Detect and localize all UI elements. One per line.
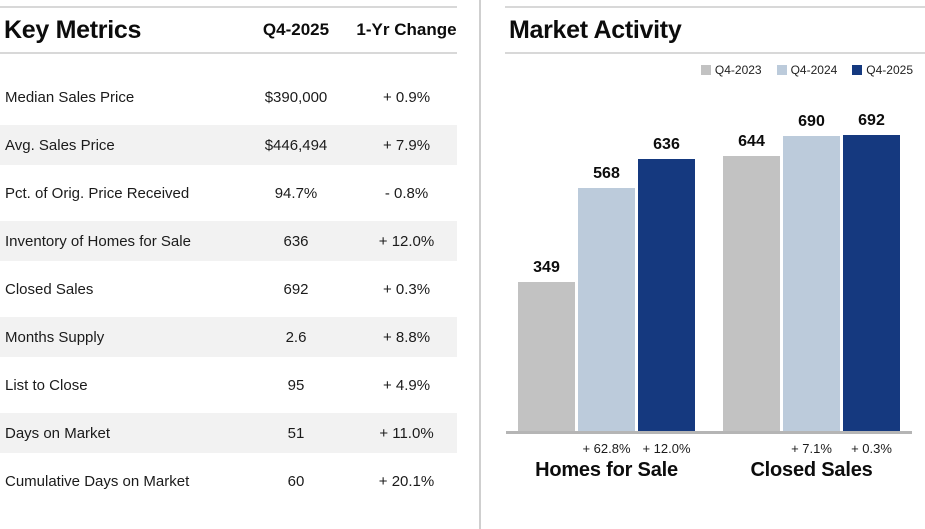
- metric-change: + 0.3%: [382, 280, 431, 298]
- metric-value: 636: [283, 232, 309, 250]
- metric-value: 51: [287, 424, 305, 442]
- metric-label: Inventory of Homes for Sale: [5, 232, 191, 250]
- chart-x-axis: [506, 431, 912, 434]
- table-row: Avg. Sales Price $446,494 + 7.9%: [0, 121, 457, 169]
- metric-label: List to Close: [5, 376, 88, 394]
- metric-value: 60: [287, 472, 305, 490]
- metric-value: $446,494: [264, 136, 328, 154]
- metric-value: 94.7%: [274, 184, 318, 202]
- metric-value: 692: [283, 280, 309, 298]
- metric-label: Avg. Sales Price: [5, 136, 115, 154]
- bar-value-label: 568: [593, 165, 620, 182]
- legend-label: Q4-2023: [714, 63, 762, 77]
- metric-change: + 8.8%: [382, 328, 431, 346]
- legend-item-q4-2023: Q4-2023: [700, 63, 762, 77]
- category-label-homes-for-sale: Homes for Sale: [535, 459, 678, 481]
- table-row: Closed Sales 692 + 0.3%: [0, 265, 457, 313]
- market-activity-panel: Market Activity Q4-2023 Q4-2024 Q4-2025 34…: [501, 0, 925, 529]
- market-activity-header: Market Activity: [505, 6, 925, 54]
- bar-value-label: 644: [738, 133, 765, 150]
- legend-label: Q4-2025: [866, 63, 913, 77]
- change-pct-label: + 0.3%: [851, 441, 892, 456]
- change-pct-label: + 12.0%: [642, 441, 691, 456]
- metric-label: Closed Sales: [5, 280, 94, 298]
- metric-value: 95: [287, 376, 305, 394]
- market-activity-title: Market Activity: [509, 15, 682, 44]
- legend-swatch-icon: [700, 65, 711, 75]
- metric-label: Days on Market: [5, 424, 111, 442]
- legend-item-q4-2024: Q4-2024: [776, 63, 838, 77]
- metric-change: + 7.9%: [382, 136, 431, 154]
- bar-value-label: 349: [533, 259, 560, 276]
- metric-change: - 0.8%: [384, 184, 429, 202]
- legend-swatch-icon: [776, 65, 787, 75]
- table-row: Cumulative Days on Market 60 + 20.1%: [0, 457, 457, 505]
- key-metrics-title: Key Metrics: [4, 15, 142, 44]
- bar-value-label: 692: [858, 112, 885, 129]
- metric-change: + 0.9%: [382, 88, 431, 106]
- key-metrics-table: Median Sales Price $390,000 + 0.9% Avg. …: [0, 73, 457, 505]
- metric-value: $390,000: [264, 88, 328, 106]
- table-row: Median Sales Price $390,000 + 0.9%: [0, 73, 457, 121]
- table-row: Days on Market 51 + 11.0%: [0, 409, 457, 457]
- change-pct-label: + 62.8%: [582, 441, 631, 456]
- bar-homes-for-sale-q4-2025: [638, 159, 695, 431]
- table-row: Months Supply 2.6 + 8.8%: [0, 313, 457, 361]
- legend-label: Q4-2024: [790, 63, 838, 77]
- table-row: Pct. of Orig. Price Received 94.7% - 0.8…: [0, 169, 457, 217]
- column-header-change: 1-Yr Change: [356, 20, 457, 39]
- bar-value-label: 690: [798, 113, 825, 130]
- bar-value-label: 636: [653, 136, 680, 153]
- panel-divider: [479, 0, 481, 529]
- category-label-closed-sales: Closed Sales: [750, 459, 873, 481]
- bar-homes-for-sale-q4-2023: [518, 282, 575, 431]
- bar-closed-sales-q4-2025: [843, 135, 900, 431]
- table-row: List to Close 95 + 4.9%: [0, 361, 457, 409]
- table-row: Inventory of Homes for Sale 636 + 12.0%: [0, 217, 457, 265]
- metric-label: Cumulative Days on Market: [5, 472, 190, 490]
- change-pct-label: + 7.1%: [791, 441, 832, 456]
- metric-label: Months Supply: [5, 328, 105, 346]
- metric-change: + 20.1%: [378, 472, 435, 490]
- legend-swatch-icon: [852, 65, 863, 75]
- metric-label: Pct. of Orig. Price Received: [5, 184, 190, 202]
- bar-chart: 349 568 636 + 62.8% + 12.0% Homes for Sale 644…: [501, 0, 925, 529]
- column-header-quarter: Q4-2025: [262, 20, 330, 39]
- metric-change: + 12.0%: [378, 232, 435, 250]
- metric-change: + 4.9%: [382, 376, 431, 394]
- key-metrics-panel: Key Metrics Q4-2025 1-Yr Change Median S…: [0, 0, 457, 505]
- key-metrics-header: Key Metrics Q4-2025 1-Yr Change: [0, 6, 457, 54]
- bar-homes-for-sale-q4-2024: [578, 188, 635, 431]
- bar-closed-sales-q4-2024: [783, 136, 840, 431]
- chart-legend: Q4-2023 Q4-2024 Q4-2025: [700, 63, 913, 77]
- metric-change: + 11.0%: [379, 424, 434, 442]
- bar-closed-sales-q4-2023: [723, 156, 780, 431]
- metric-label: Median Sales Price: [5, 88, 135, 106]
- legend-item-q4-2025: Q4-2025: [852, 63, 913, 77]
- metric-value: 2.6: [285, 328, 307, 346]
